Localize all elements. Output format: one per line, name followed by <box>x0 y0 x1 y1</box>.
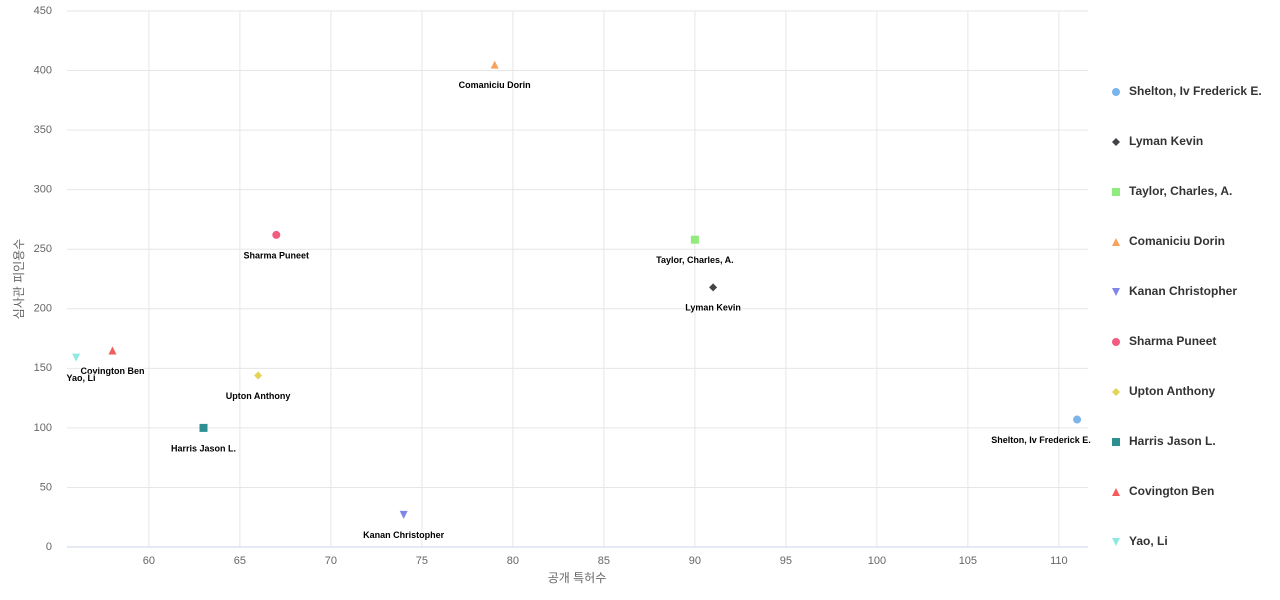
y-tick-label: 150 <box>34 362 52 374</box>
point <box>72 353 81 362</box>
legend-label: Comaniciu Dorin <box>1129 234 1225 248</box>
y-tick-label: 450 <box>34 5 52 17</box>
point <box>1073 415 1082 424</box>
legend-marker <box>1112 488 1120 496</box>
y-tick-label: 200 <box>34 303 52 315</box>
y-axis-title: 심사관 피인용수 <box>12 239 26 320</box>
y-tick-label: 250 <box>34 243 52 255</box>
data-label: Sharma Puneet <box>244 250 310 260</box>
data-label: Kanan Christopher <box>363 530 445 540</box>
x-tick-label: 90 <box>689 555 701 567</box>
data-label: Upton Anthony <box>226 391 291 401</box>
x-tick-label: 60 <box>143 555 155 567</box>
y-tick-label: 400 <box>34 64 52 76</box>
y-tick-label: 50 <box>40 481 52 493</box>
x-axis-title: 공개 특허수 <box>548 571 607 585</box>
legend-marker <box>1112 288 1120 296</box>
legend-marker <box>1112 438 1120 446</box>
y-tick-label: 350 <box>34 124 52 136</box>
legend-marker <box>1112 88 1120 96</box>
x-tick-label: 105 <box>959 555 977 567</box>
data-label: Taylor, Charles, A. <box>656 255 734 265</box>
legend-label: Shelton, Iv Frederick E. <box>1129 84 1262 98</box>
legend-label: Sharma Puneet <box>1129 334 1216 348</box>
x-tick-label: 110 <box>1050 555 1068 567</box>
legend-marker <box>1112 138 1120 146</box>
data-label: Harris Jason L. <box>171 443 236 453</box>
x-tick-label: 100 <box>868 555 886 567</box>
x-tick-label: 65 <box>234 555 246 567</box>
legend-label: Lyman Kevin <box>1129 134 1203 148</box>
point <box>254 371 263 380</box>
x-tick-label: 80 <box>507 555 519 567</box>
legend-label: Upton Anthony <box>1129 384 1216 398</box>
data-label: Shelton, Iv Frederick E. <box>991 435 1091 445</box>
point <box>709 283 718 292</box>
x-tick-label: 75 <box>416 555 428 567</box>
y-tick-label: 300 <box>34 184 52 196</box>
legend-label: Yao, Li <box>1129 534 1168 548</box>
legend-marker <box>1112 238 1120 246</box>
y-tick-label: 100 <box>34 422 52 434</box>
point <box>690 235 699 244</box>
point <box>199 423 208 432</box>
x-tick-label: 70 <box>325 555 337 567</box>
point <box>108 346 117 355</box>
legend-marker <box>1112 538 1120 546</box>
legend-label: Harris Jason L. <box>1129 434 1216 448</box>
data-label: Yao, Li <box>66 373 95 383</box>
x-tick-label: 95 <box>780 555 792 567</box>
point <box>490 60 499 69</box>
x-tick-label: 85 <box>598 555 610 567</box>
legend-marker <box>1112 338 1120 346</box>
data-label: Lyman Kevin <box>685 303 741 313</box>
point <box>399 510 408 519</box>
y-tick-label: 0 <box>46 541 52 553</box>
legend-marker <box>1112 188 1120 196</box>
legend-label: Kanan Christopher <box>1129 284 1237 298</box>
data-label: Covington Ben <box>80 366 144 376</box>
point <box>272 230 281 239</box>
data-label: Comaniciu Dorin <box>459 80 531 90</box>
legend-label: Taylor, Charles, A. <box>1129 184 1232 198</box>
legend-label: Covington Ben <box>1129 484 1214 498</box>
legend-marker <box>1112 388 1120 396</box>
